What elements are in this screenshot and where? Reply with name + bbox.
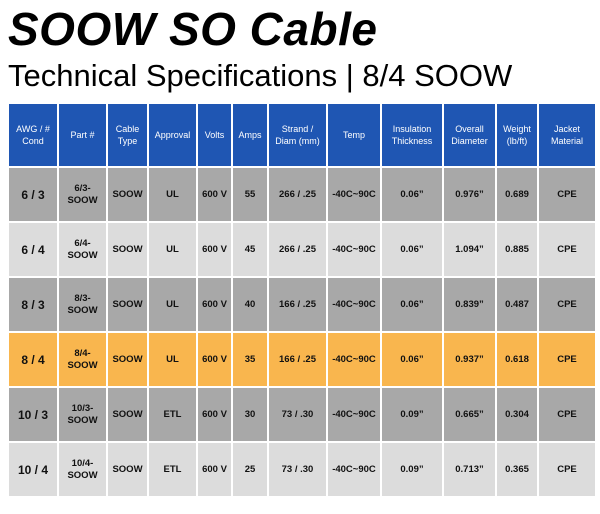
table-cell: 600 V [196,221,233,278]
table-cell: 0.365 [495,441,539,498]
column-header: Cable Type [106,102,149,168]
table-cell: 266 / .25 [267,166,328,223]
table-cell: SOOW [106,221,149,278]
table-row: 10 / 4 10/4-SOOW SOOW ETL 600 V 25 73 / .30 -40… [7,441,597,498]
table-cell: 10/3-SOOW [57,386,108,443]
table-cell: 600 V [196,331,233,388]
table-cell: 10 / 4 [7,441,59,498]
table-cell: UL [147,331,198,388]
table-cell: 0.09” [380,441,444,498]
column-header: Part # [57,102,108,168]
table-cell: 73 / .30 [267,386,328,443]
table-cell: -40C~90C [326,221,382,278]
table-cell: 1.094” [442,221,497,278]
table-cell: 6/3-SOOW [57,166,108,223]
column-header: Strand / Diam (mm) [267,102,328,168]
title: SOOW SO Cable [8,3,378,55]
table-cell: 0.06” [380,276,444,333]
table-cell: 0.304 [495,386,539,443]
column-header: Weight (lb/ft) [495,102,539,168]
table-cell: 0.618 [495,331,539,388]
table-cell: 8/4-SOOW [57,331,108,388]
table-cell: SOOW [106,276,149,333]
table-cell: 6 / 4 [7,221,59,278]
table-cell: 8 / 4 [7,331,59,388]
table-cell: 10 / 3 [7,386,59,443]
column-header: Amps [231,102,269,168]
table-row: 6 / 4 6/4-SOOW SOOW UL 600 V 45 266 / .25 -40C~… [7,221,597,278]
table-cell: 0.713” [442,441,497,498]
table-cell: -40C~90C [326,166,382,223]
table-row: 8 / 4 8/4-SOOW SOOW UL 600 V 35 166 / .25 -40C~… [7,331,597,388]
table-cell: 0.937” [442,331,497,388]
table-cell: 0.689 [495,166,539,223]
table-cell: ETL [147,441,198,498]
column-header: Volts [196,102,233,168]
header-row: AWG / # Cond Part # Cable Type Approval Volt… [7,102,597,168]
column-header: AWG / # Cond [7,102,59,168]
table-cell: 600 V [196,166,233,223]
column-header: Jacket Material [537,102,597,168]
table-cell: SOOW [106,331,149,388]
table-cell: 25 [231,441,269,498]
table-row: 6 / 3 6/3-SOOW SOOW UL 600 V 55 266 / .25 -40C~… [7,166,597,223]
table-head: AWG / # Cond Part # Cable Type Approval Volt… [7,102,597,168]
table-cell: CPE [537,441,597,498]
table-cell: CPE [537,221,597,278]
table-cell: 73 / .30 [267,441,328,498]
table-cell: 0.06” [380,331,444,388]
table-cell: 0.665” [442,386,497,443]
table-cell: 266 / .25 [267,221,328,278]
subtitle: Technical Specifications | 8/4 SOOW [8,58,513,93]
table-cell: 0.487 [495,276,539,333]
table-cell: SOOW [106,441,149,498]
table-cell: 600 V [196,441,233,498]
table-cell: 0.06” [380,221,444,278]
table-cell: 0.06” [380,166,444,223]
table-cell: SOOW [106,386,149,443]
table-cell: 55 [231,166,269,223]
table-cell: CPE [537,166,597,223]
spec-table: AWG / # Cond Part # Cable Type Approval Volt… [7,102,597,498]
table-cell: 600 V [196,276,233,333]
table-cell: 0.885 [495,221,539,278]
table-cell: 6/4-SOOW [57,221,108,278]
table-cell: -40C~90C [326,331,382,388]
table-cell: CPE [537,276,597,333]
table-cell: 166 / .25 [267,276,328,333]
table-cell: UL [147,166,198,223]
table-cell: 166 / .25 [267,331,328,388]
table-cell: -40C~90C [326,276,382,333]
table-cell: 6 / 3 [7,166,59,223]
table-cell: 8/3-SOOW [57,276,108,333]
column-header: Overall Diameter [442,102,497,168]
table-cell: 0.976” [442,166,497,223]
table-cell: UL [147,276,198,333]
table-cell: UL [147,221,198,278]
table-cell: -40C~90C [326,441,382,498]
table-cell: 45 [231,221,269,278]
table-cell: 600 V [196,386,233,443]
column-header: Temp [326,102,382,168]
column-header: Approval [147,102,198,168]
table-cell: 40 [231,276,269,333]
table-cell: 0.839” [442,276,497,333]
table-cell: 30 [231,386,269,443]
table-body: 6 / 3 6/3-SOOW SOOW UL 600 V 55 266 / .25 -40C~… [7,166,597,498]
table-cell: 8 / 3 [7,276,59,333]
table-cell: CPE [537,386,597,443]
table-row: 10 / 3 10/3-SOOW SOOW ETL 600 V 30 73 / .30 -40… [7,386,597,443]
table-cell: CPE [537,331,597,388]
table-cell: SOOW [106,166,149,223]
table-cell: -40C~90C [326,386,382,443]
table-cell: 10/4-SOOW [57,441,108,498]
table-cell: ETL [147,386,198,443]
table-row: 8 / 3 8/3-SOOW SOOW UL 600 V 40 166 / .25 -40C~… [7,276,597,333]
table-cell: 0.09” [380,386,444,443]
column-header: Insulation Thickness [380,102,444,168]
table-cell: 35 [231,331,269,388]
